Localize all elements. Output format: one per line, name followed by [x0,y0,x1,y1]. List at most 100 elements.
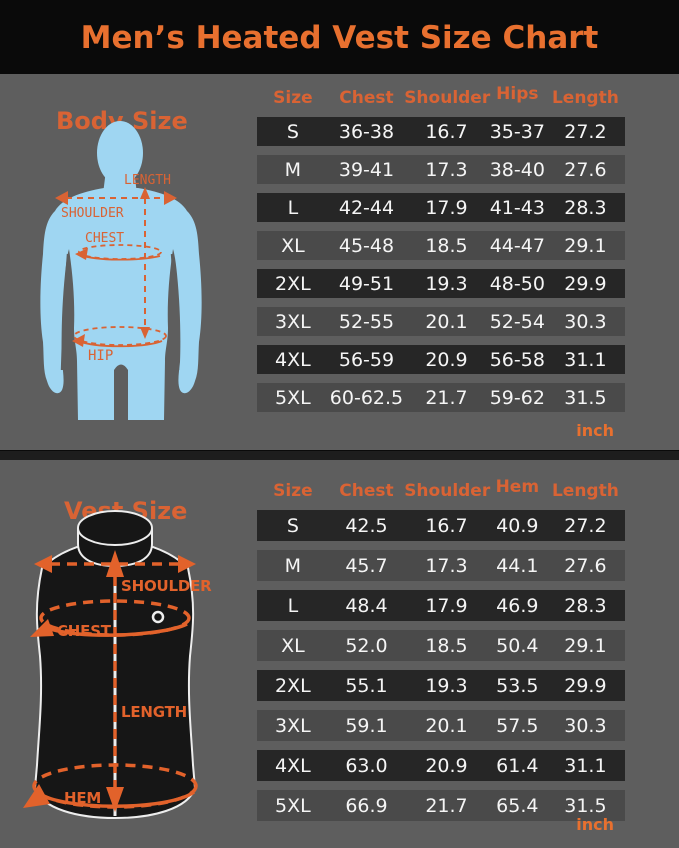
vest-hem-label: HEM [64,789,101,807]
body-shoulder-label: SHOULDER [61,206,124,221]
body-chest-label: CHEST [85,231,124,246]
vest-length-label: LENGTH [121,703,187,721]
value-cell: 56-58 [489,348,545,371]
table-row: S 36-38 16.7 35-37 27.2 [257,117,625,146]
column-header: Shoulder [404,481,491,501]
column-header: Length [551,88,619,108]
table-row: 3XL 52-55 20.1 52-54 30.3 [257,307,625,336]
table-row: XL 52.0 18.5 50.4 29.1 [257,630,625,661]
column-header: Length [551,481,619,501]
body-hip-label: HIP [88,348,113,364]
size-cell: 4XL [275,348,311,371]
vest-unit-label: inch [576,815,614,834]
page-title: Men’s Heated Vest Size Chart [80,20,599,56]
value-cell: 44.1 [496,554,539,577]
value-cell: 17.3 [425,158,468,181]
value-cell: 39-41 [338,158,395,181]
section-divider [0,450,679,460]
value-cell: 17.9 [425,594,468,617]
value-cell: 60-62.5 [329,386,404,409]
value-cell: 31.1 [564,754,607,777]
value-cell: 27.6 [564,554,607,577]
vest-measurement-diagram: SHOULDER CHEST LENGTH HEM [23,510,212,820]
value-cell: 29.1 [564,234,607,257]
value-cell: 40.9 [496,514,539,537]
value-cell: 46.9 [496,594,539,617]
size-cell: L [287,196,299,219]
value-cell: 52.0 [345,634,388,657]
arrow-down-icon [106,787,124,812]
body-unit-label: inch [576,421,614,440]
value-cell: 27.6 [564,158,607,181]
value-cell: 53.5 [496,674,539,697]
vest-button [151,610,165,624]
column-header: Shoulder [404,88,491,108]
column-header: Chest [339,88,394,108]
arrow-left-icon [72,334,85,347]
size-cell: XL [281,634,305,657]
value-cell: 45-48 [338,234,395,257]
value-cell: 30.3 [564,310,607,333]
value-cell: 21.7 [425,386,468,409]
value-cell: 41-43 [489,196,545,219]
value-cell: 66.9 [345,794,388,817]
vest-size-table: Size Chest Shoulder Hem Length S 42.5 16.7 40.9 2… [257,477,625,830]
arrow-right-icon [178,555,196,573]
column-header: Size [273,481,313,501]
value-cell: 61.4 [496,754,539,777]
size-cell: 3XL [275,714,311,737]
value-cell: 29.9 [564,272,607,295]
value-cell: 52-55 [338,310,395,333]
arrow-left-icon [23,784,50,808]
value-cell: 17.9 [425,196,468,219]
table-row: M 45.7 17.3 44.1 27.6 [257,550,625,581]
value-cell: 50.4 [496,634,539,657]
value-cell: 38-40 [489,158,545,181]
value-cell: 16.7 [425,120,468,143]
value-cell: 59.1 [345,714,388,737]
body-size-table: Size Chest Shoulder Hips Length S 36-38 16.7 35-… [257,84,625,421]
value-cell: 19.3 [425,272,468,295]
vest-measurement-annotations: SHOULDER CHEST LENGTH HEM [23,550,212,812]
vest-chest-label: CHEST [57,622,112,640]
column-header: Chest [339,481,394,501]
title-bar: Men’s Heated Vest Size Chart [0,0,679,74]
value-cell: 44-47 [489,234,545,257]
arrow-left-icon [55,191,68,205]
table-row: 4XL 56-59 20.9 56-58 31.1 [257,345,625,374]
value-cell: 31.5 [564,794,607,817]
value-cell: 42.5 [345,514,388,537]
value-cell: 63.0 [345,754,388,777]
value-cell: 20.1 [425,714,468,737]
size-cell: 5XL [275,386,311,409]
table-row: 2XL 49-51 19.3 48-50 29.9 [257,269,625,298]
value-cell: 18.5 [425,234,468,257]
size-cell: 2XL [275,674,311,697]
table-row: 5XL 66.9 21.7 65.4 31.5 [257,790,625,821]
value-cell: 27.2 [564,514,607,537]
size-cell: 2XL [275,272,311,295]
value-cell: 59-62 [489,386,545,409]
value-cell: 20.9 [425,754,468,777]
column-header: Hem [495,477,540,497]
value-cell: 18.5 [425,634,468,657]
value-cell: 29.1 [564,634,607,657]
table-header-row: Size Chest Shoulder Hem Length [257,477,625,503]
value-cell: 57.5 [496,714,539,737]
value-cell: 42-44 [338,196,395,219]
value-cell: 17.3 [425,554,468,577]
value-cell: 48.4 [345,594,388,617]
value-cell: 31.1 [564,348,607,371]
column-header: Hips [496,84,539,104]
table-row: 5XL 60-62.5 21.7 59-62 31.5 [257,383,625,412]
arrow-down-icon [140,327,150,339]
value-cell: 19.3 [425,674,468,697]
table-row: S 42.5 16.7 40.9 27.2 [257,510,625,541]
table-row: L 48.4 17.9 46.9 28.3 [257,590,625,621]
value-cell: 27.2 [564,120,607,143]
size-cell: 3XL [275,310,311,333]
value-cell: 20.9 [425,348,468,371]
arrow-left-icon [34,555,52,573]
vest-collar [77,510,153,546]
